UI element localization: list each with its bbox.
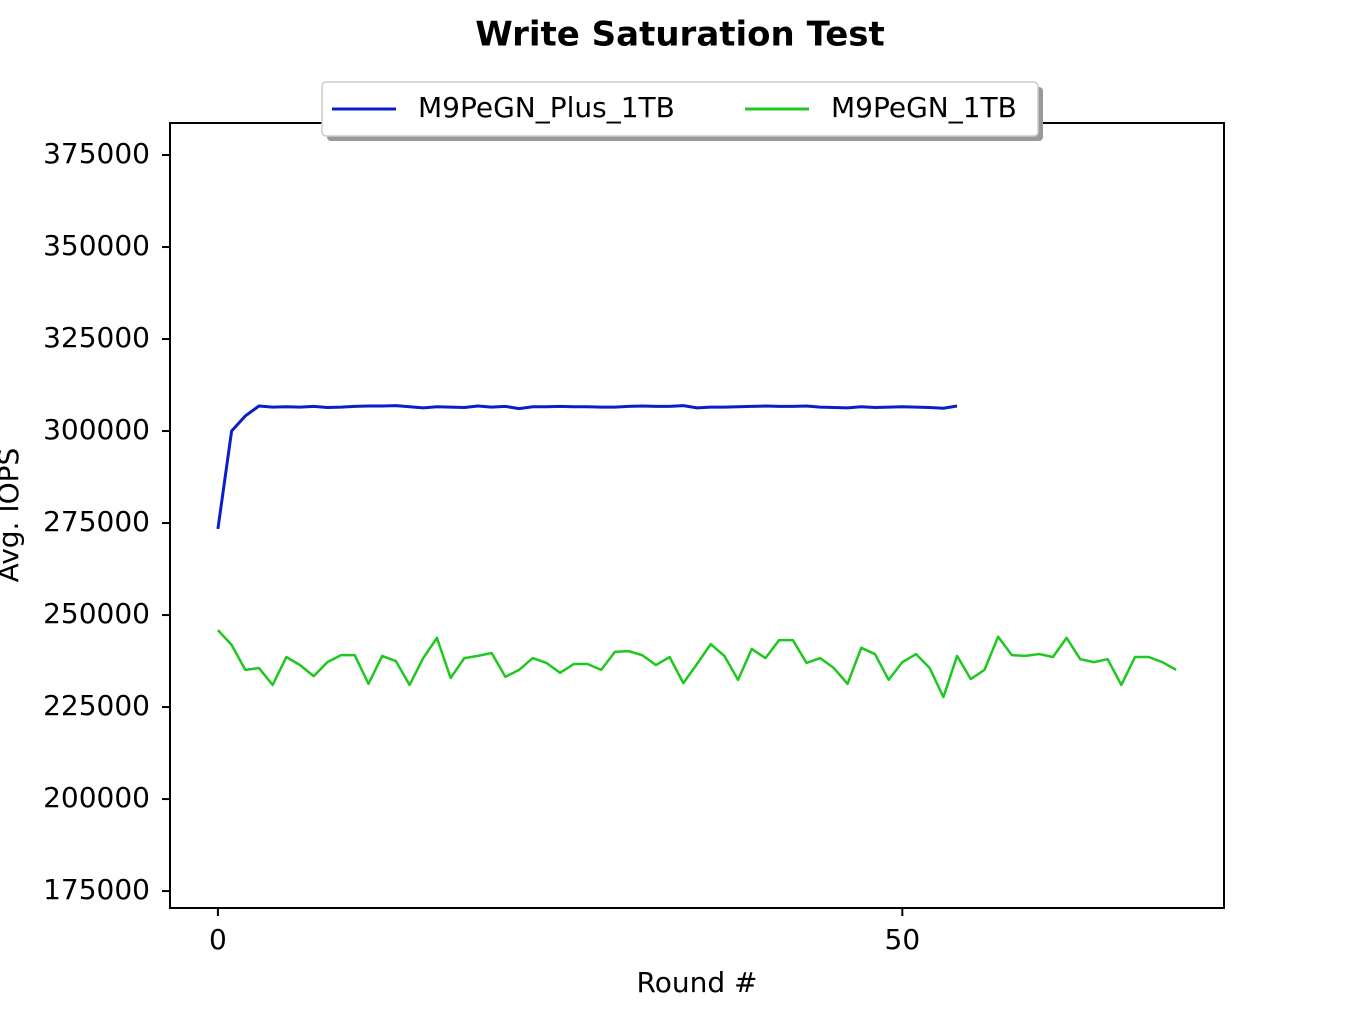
series-line xyxy=(216,404,958,530)
y-tick-label: 350000 xyxy=(43,229,150,262)
y-axis-label: Avg. IOPS xyxy=(0,448,25,583)
y-tick-label: 275000 xyxy=(43,505,150,538)
y-tick-label: 325000 xyxy=(43,321,150,354)
y-tick-label: 300000 xyxy=(43,413,150,446)
y-tick-label: 250000 xyxy=(43,597,150,630)
y-tick-label: 225000 xyxy=(43,689,150,722)
series-line xyxy=(216,629,1177,699)
y-tick-label: 375000 xyxy=(43,137,150,170)
chart-title: Write Saturation Test xyxy=(475,15,885,55)
y-tick-label: 200000 xyxy=(43,781,150,814)
y-tick-label: 175000 xyxy=(43,873,150,906)
x-tick-label: 0 xyxy=(209,923,227,956)
legend-box xyxy=(321,81,1039,137)
plot-frame xyxy=(169,122,1225,909)
legend-label: M9PeGN_Plus_1TB xyxy=(418,91,675,124)
x-axis-label: Round # xyxy=(637,966,758,999)
x-tick-label: 50 xyxy=(885,923,921,956)
legend-label: M9PeGN_1TB xyxy=(831,91,1017,124)
